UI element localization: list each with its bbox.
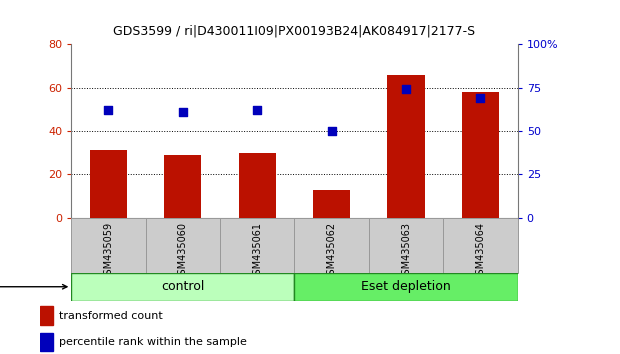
Text: GSM435059: GSM435059: [104, 222, 113, 281]
Bar: [220, 218, 294, 273]
Text: GSM435064: GSM435064: [476, 222, 485, 281]
Text: GSM435060: GSM435060: [178, 222, 188, 281]
Text: GSM435061: GSM435061: [252, 222, 262, 281]
Text: transformed count: transformed count: [59, 311, 162, 321]
Bar: [443, 218, 518, 273]
Bar: [294, 218, 369, 273]
Text: Eset depletion: Eset depletion: [361, 280, 451, 293]
Point: [327, 128, 337, 134]
Text: GDS3599 / ri|D430011I09|PX00193B24|AK084917|2177-S: GDS3599 / ri|D430011I09|PX00193B24|AK084…: [113, 24, 476, 37]
Text: GSM435062: GSM435062: [327, 222, 337, 281]
Bar: [388, 75, 425, 218]
Text: percentile rank within the sample: percentile rank within the sample: [59, 337, 247, 347]
Point: [252, 107, 262, 113]
Point: [401, 86, 411, 92]
Text: control: control: [161, 280, 205, 293]
Bar: [90, 150, 127, 218]
Bar: [71, 218, 146, 273]
Bar: [71, 273, 294, 301]
Bar: [146, 218, 220, 273]
Point: [104, 107, 113, 113]
Bar: [40, 333, 53, 351]
Bar: [40, 306, 53, 325]
Bar: [462, 92, 499, 218]
Point: [178, 109, 188, 115]
Bar: [369, 218, 443, 273]
Text: GSM435063: GSM435063: [401, 222, 411, 281]
Bar: [313, 189, 350, 218]
Bar: [239, 153, 276, 218]
Point: [476, 95, 485, 101]
Bar: [294, 273, 518, 301]
Text: protocol: protocol: [0, 282, 67, 292]
Bar: [164, 155, 202, 218]
